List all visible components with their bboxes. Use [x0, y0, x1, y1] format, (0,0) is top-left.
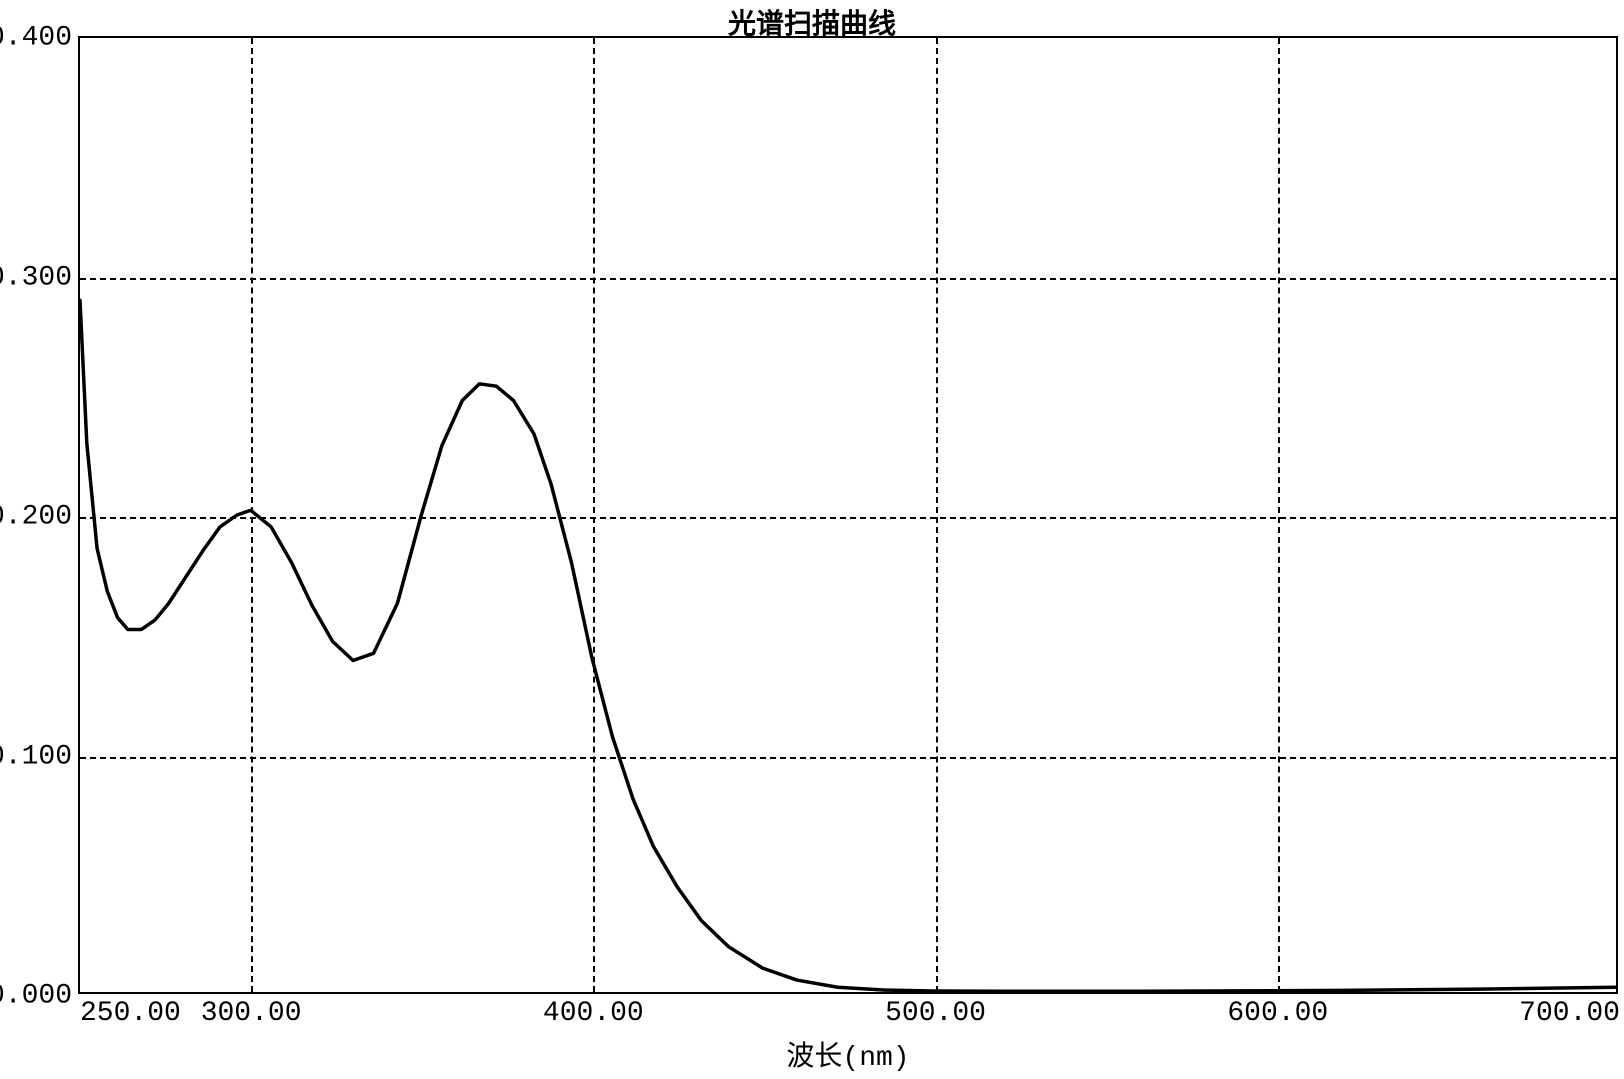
grid-line-vertical	[936, 38, 938, 992]
plot-area: 0.0000.1000.2000.3000.400250.00300.00400…	[78, 36, 1618, 994]
grid-line-horizontal	[80, 517, 1616, 519]
spectral-scan-chart: 光谱扫描曲线 0.0000.1000.2000.3000.400250.0030…	[0, 0, 1624, 1079]
spectrum-curve	[80, 38, 1616, 992]
y-tick-label: 0.200	[0, 502, 72, 533]
x-axis-label: 波长(nm)	[786, 1034, 909, 1074]
x-tick-label: 700.00	[1519, 998, 1620, 1029]
grid-line-vertical	[593, 38, 595, 992]
x-tick-label: 500.00	[885, 998, 986, 1029]
x-tick-label: 300.00	[201, 998, 302, 1029]
y-tick-label: 0.300	[0, 262, 72, 293]
grid-line-horizontal	[80, 757, 1616, 759]
x-tick-label: 250.00	[80, 998, 181, 1029]
x-tick-label: 400.00	[543, 998, 644, 1029]
x-tick-label: 600.00	[1227, 998, 1328, 1029]
y-tick-label: 0.100	[0, 741, 72, 772]
grid-line-vertical	[251, 38, 253, 992]
grid-line-horizontal	[80, 278, 1616, 280]
y-tick-label: 0.000	[0, 981, 72, 1012]
y-tick-label: 0.400	[0, 23, 72, 54]
grid-line-vertical	[1278, 38, 1280, 992]
